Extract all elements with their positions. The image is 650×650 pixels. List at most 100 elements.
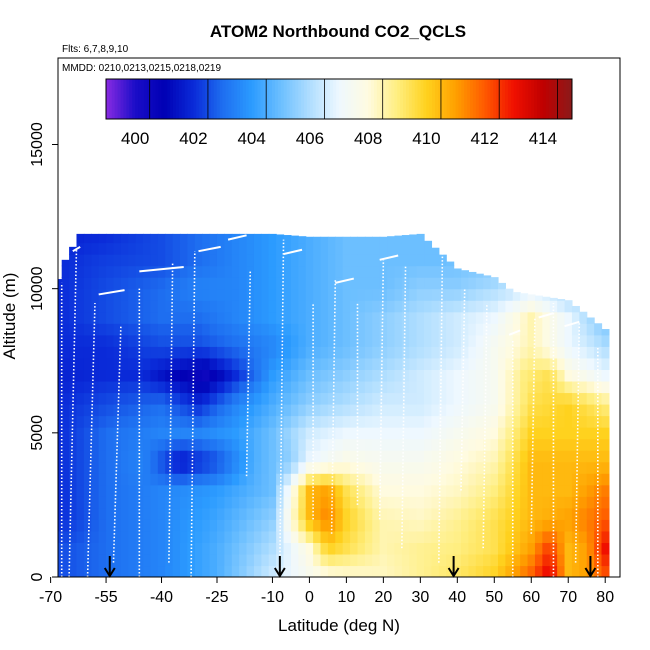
field-cell	[216, 300, 225, 313]
field-cell	[298, 519, 307, 532]
field-cell	[431, 427, 440, 440]
field-cell	[246, 450, 255, 463]
level-leg-track	[98, 289, 125, 296]
field-cell	[335, 519, 344, 532]
field-cell	[298, 369, 307, 382]
field-cell	[98, 496, 107, 509]
field-cell	[579, 450, 588, 463]
field-cell	[409, 369, 418, 382]
field-cell	[298, 300, 307, 313]
field-cell	[298, 254, 307, 267]
field-cell	[401, 311, 410, 324]
field-cell	[387, 300, 396, 313]
arrow-head	[103, 567, 116, 578]
field-cell	[431, 530, 440, 543]
field-cell	[239, 473, 248, 486]
field-cell	[461, 270, 469, 278]
field-cell	[91, 357, 100, 370]
field-cell	[490, 311, 499, 324]
field-cell	[128, 461, 137, 474]
field-cell	[534, 415, 543, 428]
field-cell	[416, 265, 425, 278]
field-cell	[401, 461, 410, 474]
field-cell	[542, 507, 551, 520]
profile-track	[401, 265, 407, 549]
field-cell	[239, 311, 248, 324]
field-cell	[586, 380, 595, 394]
field-cell	[83, 530, 92, 543]
field-cell	[586, 484, 595, 497]
field-cell	[438, 300, 447, 313]
field-cell	[106, 542, 115, 555]
field-cell	[313, 323, 322, 336]
field-cell	[172, 233, 181, 244]
field-cell	[520, 357, 529, 370]
field-cell	[61, 496, 70, 509]
field-cell	[431, 496, 440, 509]
field-cell	[453, 288, 462, 301]
field-cell	[461, 565, 469, 577]
field-cell	[261, 265, 270, 278]
field-cell	[342, 357, 351, 370]
field-cell	[527, 553, 536, 567]
field-cell	[180, 380, 188, 394]
field-cell	[586, 392, 595, 405]
field-cell	[431, 288, 440, 301]
field-cell	[202, 461, 211, 474]
field-cell	[416, 357, 425, 370]
field-cell	[298, 311, 307, 324]
field-cell	[320, 438, 329, 451]
field-cell	[128, 311, 137, 324]
field-cell	[475, 288, 484, 301]
field-cell	[379, 236, 388, 244]
field-cell	[357, 369, 366, 382]
colorbar-segment	[461, 79, 465, 119]
field-cell	[364, 530, 373, 543]
field-cell	[416, 461, 425, 474]
y-tick-label: 5000	[29, 415, 46, 451]
field-cell	[409, 438, 418, 451]
field-cell	[512, 484, 521, 497]
field-cell	[98, 311, 107, 324]
field-cell	[320, 311, 329, 324]
field-cell	[194, 461, 203, 474]
field-cell	[157, 565, 166, 577]
field-cell	[424, 565, 433, 577]
field-cell	[372, 553, 381, 567]
field-cell	[290, 235, 299, 244]
field-cell	[261, 323, 270, 336]
field-cell	[283, 565, 292, 577]
field-cell	[231, 392, 240, 405]
field-cell	[497, 415, 506, 428]
field-cell	[276, 254, 285, 267]
field-cell	[98, 233, 107, 244]
colorbar-segment	[516, 79, 521, 119]
field-cell	[143, 415, 152, 428]
field-cell	[497, 461, 506, 474]
field-cell	[239, 461, 248, 474]
field-cell	[364, 427, 373, 440]
field-cell	[202, 357, 211, 370]
field-cell	[490, 415, 499, 428]
field-cell	[313, 334, 322, 347]
colorbar-segment	[140, 79, 145, 119]
field-cell	[468, 530, 477, 543]
field-cell	[335, 507, 344, 520]
field-cell	[431, 438, 440, 451]
field-cell	[416, 288, 425, 301]
field-cell	[446, 415, 455, 428]
field-cell	[76, 265, 85, 278]
field-cell	[571, 565, 580, 577]
field-cell	[327, 496, 336, 509]
field-cell	[106, 473, 115, 486]
field-cell	[157, 357, 166, 370]
field-cell	[327, 450, 336, 463]
field-cell	[231, 473, 240, 486]
field-cell	[69, 334, 78, 347]
field-cell	[253, 233, 262, 244]
field-cell	[438, 334, 447, 347]
field-cell	[305, 519, 314, 532]
field-cell	[283, 288, 292, 301]
field-cell	[594, 438, 603, 451]
field-cell	[594, 357, 603, 370]
